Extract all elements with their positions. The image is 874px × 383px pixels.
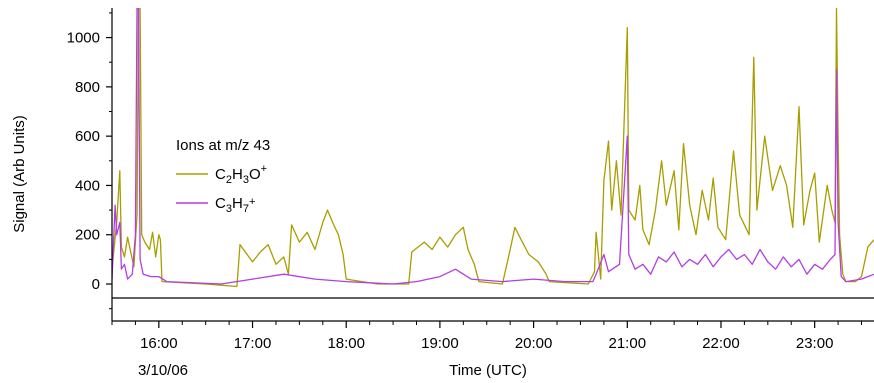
x-tick-label: 21:00 <box>609 335 647 352</box>
legend-label-c2h3o: C2H3O+ <box>215 163 267 186</box>
series-line-c3h7 <box>112 8 874 285</box>
legend: Ions at m/z 43 C2H3O+ C3H7+ <box>176 137 270 215</box>
x-tick-label: 20:00 <box>515 335 553 352</box>
x-axis-title: Time (UTC) <box>449 362 527 379</box>
legend-label-c3h7: C3H7+ <box>215 195 255 215</box>
y-tick-label: 1000 <box>67 30 100 47</box>
y-tick-label: 0 <box>92 276 100 293</box>
y-tick-label: 800 <box>75 79 100 96</box>
date-label: 3/10/06 <box>138 362 188 379</box>
x-tick-label: 23:00 <box>796 335 834 352</box>
y-tick-label: 200 <box>75 227 100 244</box>
x-tick-label: 22:00 <box>702 335 740 352</box>
y-tick-label: 400 <box>75 177 100 194</box>
x-tick-label: 18:00 <box>327 335 365 352</box>
y-tick-label: 600 <box>75 128 100 145</box>
legend-title: Ions at m/z 43 <box>176 137 270 154</box>
x-tick-label: 19:00 <box>421 335 459 352</box>
x-tick-label: 17:00 <box>234 335 272 352</box>
y-axis-title: Signal (Arb Units) <box>11 115 28 233</box>
x-tick-label: 16:00 <box>140 335 178 352</box>
